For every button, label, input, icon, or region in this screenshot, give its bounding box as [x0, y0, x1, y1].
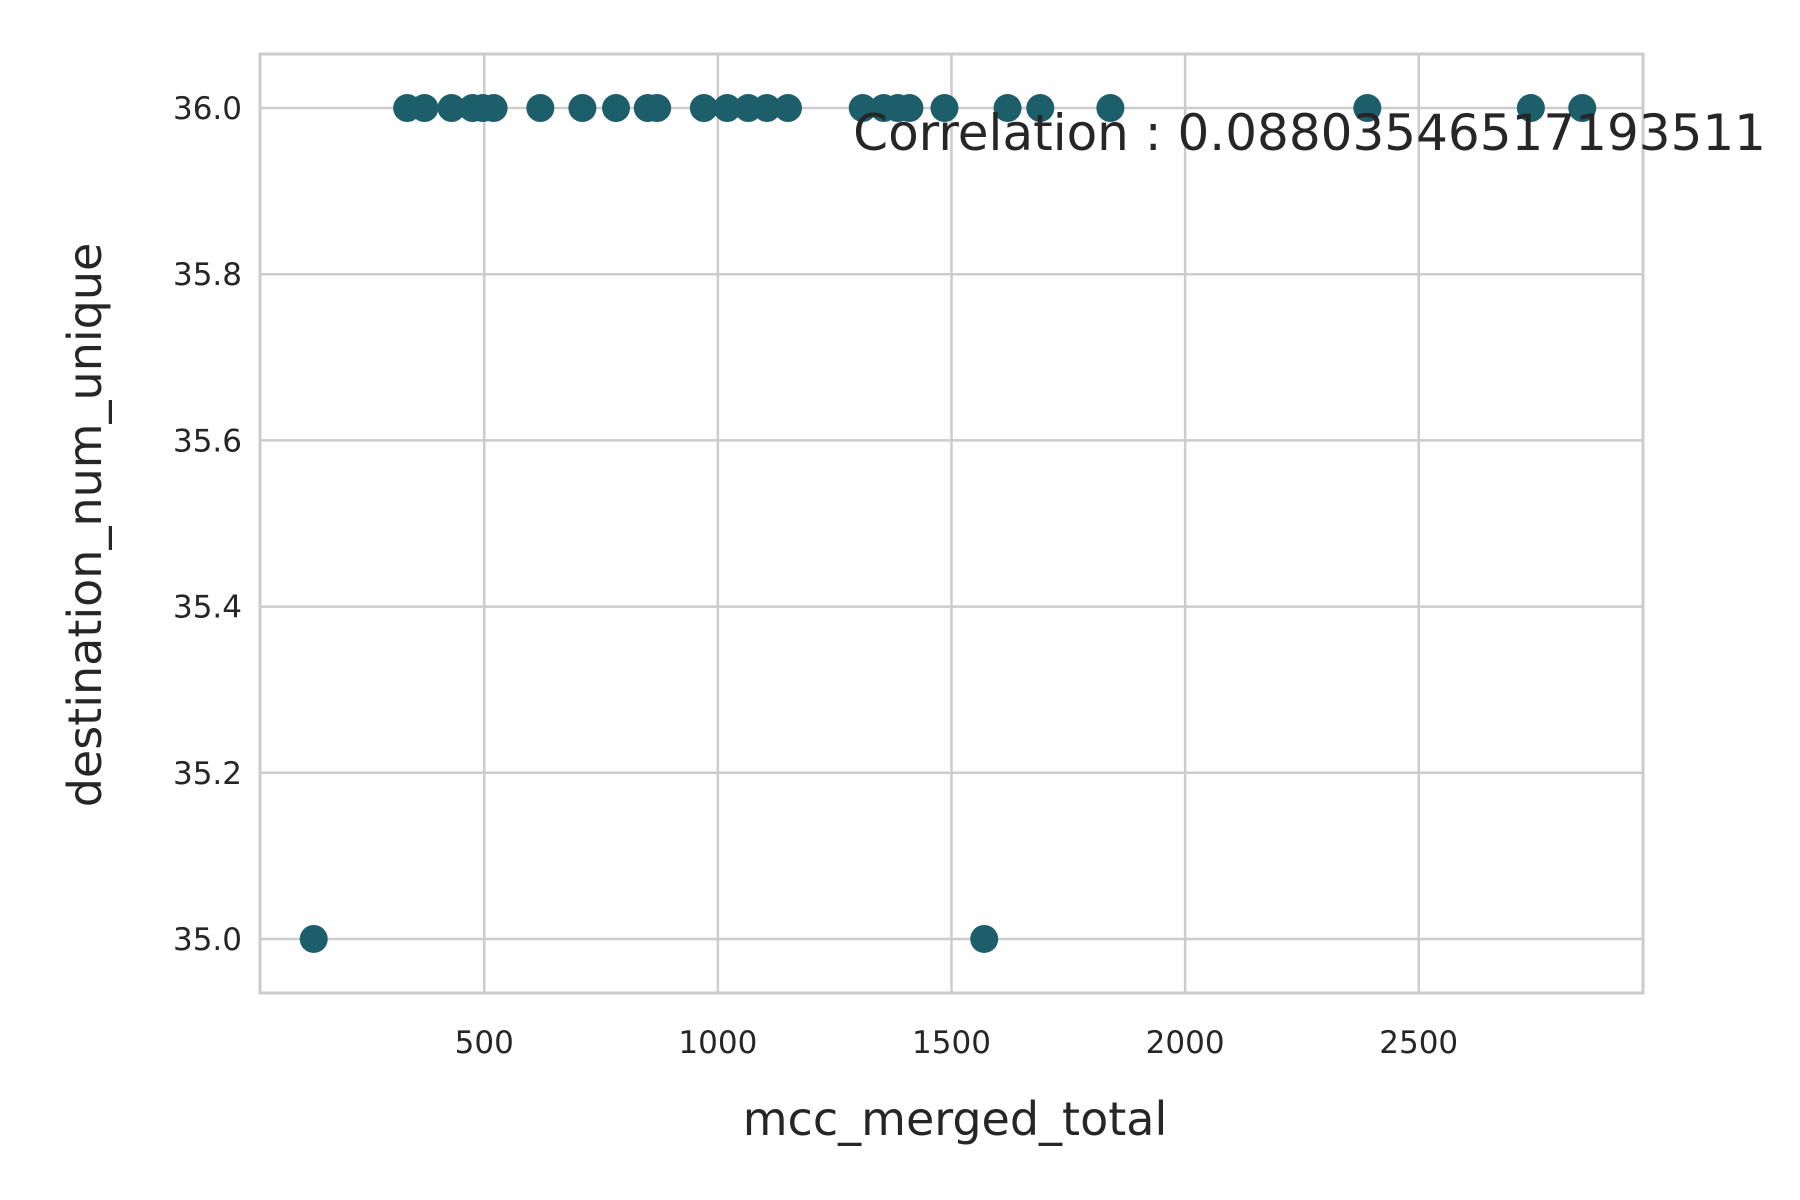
data-points: [299, 94, 1597, 953]
data-point: [479, 94, 508, 123]
x-axis-label: mcc_merged_total: [743, 1092, 1168, 1146]
data-point: [526, 94, 555, 123]
y-tick-label: 35.6: [173, 423, 242, 459]
plot-frame: [258, 52, 1645, 995]
x-tick-label: 1000: [678, 1025, 757, 1061]
correlation-annotation: Correlation : 0.0880354651719351​1: [853, 104, 1766, 162]
data-point: [299, 924, 328, 953]
data-point: [602, 94, 631, 123]
data-point: [773, 94, 802, 123]
y-tick-label: 35.8: [173, 257, 242, 293]
x-tick-label: 500: [455, 1025, 514, 1061]
data-point: [930, 94, 959, 123]
data-point: [895, 94, 924, 123]
data-point: [568, 94, 597, 123]
x-tick-label: 2000: [1146, 1025, 1225, 1061]
data-point: [410, 94, 439, 123]
y-axis-label: destination_num_unique: [58, 243, 112, 808]
x-tick-label: 2500: [1379, 1025, 1458, 1061]
data-point: [1096, 94, 1125, 123]
x-tick-label: 1500: [912, 1025, 991, 1061]
data-point: [848, 94, 877, 123]
data-point: [970, 924, 999, 953]
y-tick-label: 36.0: [173, 91, 242, 127]
data-point: [1026, 94, 1055, 123]
data-point: [643, 94, 672, 123]
x-tick-labels: 500 1000 1500 2000 2500: [455, 1025, 1458, 1061]
data-point: [437, 94, 466, 123]
data-point: [1516, 94, 1545, 123]
y-tick-labels: 35.0 35.2 35.4 35.6 35.8 36.0: [173, 91, 242, 958]
data-point: [1568, 94, 1597, 123]
data-point: [689, 94, 718, 123]
data-point: [993, 94, 1022, 123]
y-tick-label: 35.2: [173, 756, 242, 792]
data-point: [1353, 94, 1382, 123]
data-point: [713, 94, 742, 123]
data-point: [752, 94, 781, 123]
y-tick-label: 35.0: [173, 922, 242, 958]
y-tick-label: 35.4: [173, 590, 242, 626]
